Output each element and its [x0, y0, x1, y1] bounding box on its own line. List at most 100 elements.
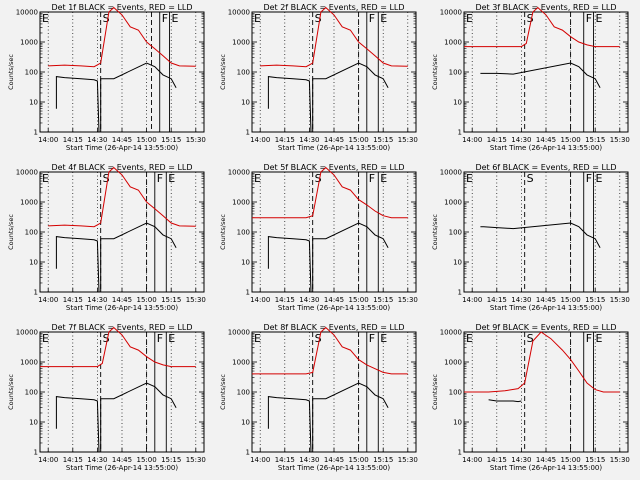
x-tick-label: 15:30 [398, 136, 418, 144]
y-tick-label: 1 [458, 129, 462, 137]
y-tick-label: 10 [453, 419, 462, 427]
panel-title: Det 9f BLACK = Events, RED = LLD [475, 323, 616, 332]
marker-letter: E [42, 332, 49, 345]
panel-6: Det 6f BLACK = Events, RED = LLD Counts/s… [431, 163, 630, 312]
marker-letter: F [369, 172, 375, 185]
y-axis-label: Counts/sec [7, 54, 15, 90]
y-tick-label: 10000 [228, 169, 250, 177]
y-tick-label: 1000 [20, 199, 38, 207]
panel-8: Det 8f BLACK = Events, RED = LLD Counts/s… [219, 323, 418, 472]
x-axis-label: Start Time (26-Apr-14 13:55:00) [66, 304, 178, 312]
events-series-line [480, 62, 601, 88]
y-tick-label: 100 [25, 229, 38, 237]
x-tick-label: 15:00 [349, 296, 369, 304]
y-axis-label: Counts/sec [431, 54, 439, 90]
y-tick-label: 10000 [440, 169, 462, 177]
marker-letter: E [254, 332, 261, 345]
y-tick-label: 10 [29, 259, 38, 267]
x-tick-label: 14:15 [275, 296, 295, 304]
x-tick-label: 15:15 [161, 136, 181, 144]
x-tick-label: 14:00 [462, 136, 482, 144]
marker-letter: E [596, 12, 603, 25]
events-series-line [267, 382, 389, 453]
lld-series-line [252, 166, 408, 219]
x-axis-label: Start Time (26-Apr-14 13:55:00) [278, 464, 390, 472]
marker-letter: E [380, 12, 387, 25]
x-tick-label: 15:30 [186, 136, 206, 144]
y-tick-label: 1 [34, 289, 38, 297]
x-tick-label: 15:00 [561, 296, 581, 304]
marker-letter: S [315, 12, 322, 25]
y-tick-label: 10000 [228, 9, 250, 17]
marker-letter: E [168, 332, 175, 345]
x-axis-label: Start Time (26-Apr-14 13:55:00) [490, 464, 602, 472]
x-tick-label: 14:00 [250, 296, 270, 304]
y-tick-label: 10 [453, 99, 462, 107]
marker-letter: E [254, 172, 261, 185]
panel-1: Det 1f BLACK = Events, RED = LLD Counts/s… [7, 3, 206, 152]
y-tick-label: 10000 [228, 329, 250, 337]
y-tick-label: 10 [29, 419, 38, 427]
y-tick-label: 1000 [444, 199, 462, 207]
y-tick-label: 100 [449, 229, 462, 237]
x-tick-label: 14:30 [299, 456, 319, 464]
x-tick-label: 14:45 [112, 296, 132, 304]
x-tick-label: 14:00 [38, 136, 58, 144]
y-tick-label: 1 [458, 289, 462, 297]
panel-5: Det 5f BLACK = Events, RED = LLD Counts/s… [219, 163, 418, 312]
y-tick-label: 100 [25, 389, 38, 397]
y-tick-label: 100 [237, 389, 250, 397]
panel-title: Det 7f BLACK = Events, RED = LLD [51, 323, 192, 332]
marker-letter: S [527, 172, 534, 185]
marker-letter: S [103, 172, 110, 185]
marker-letter: S [527, 332, 534, 345]
x-tick-label: 14:15 [275, 136, 295, 144]
y-tick-label: 1000 [232, 359, 250, 367]
marker-letter: S [103, 12, 110, 25]
x-tick-label: 14:00 [250, 456, 270, 464]
panel-title: Det 6f BLACK = Events, RED = LLD [475, 163, 616, 172]
x-tick-label: 14:45 [324, 456, 344, 464]
x-tick-label: 15:00 [349, 136, 369, 144]
y-tick-label: 10 [241, 419, 250, 427]
panel-title: Det 1f BLACK = Events, RED = LLD [51, 3, 192, 12]
y-axis-label: Counts/sec [431, 374, 439, 410]
x-tick-label: 15:30 [186, 296, 206, 304]
x-tick-label: 14:30 [511, 296, 531, 304]
marker-letter: S [527, 12, 534, 25]
x-axis-label: Start Time (26-Apr-14 13:55:00) [66, 144, 178, 152]
lld-series-line [40, 326, 196, 368]
x-tick-label: 15:30 [610, 296, 630, 304]
y-axis-label: Counts/sec [219, 214, 227, 250]
x-tick-label: 15:00 [137, 456, 157, 464]
panel-3: Det 3f BLACK = Events, RED = LLD Counts/s… [431, 3, 630, 152]
y-tick-label: 10 [453, 259, 462, 267]
x-axis-label: Start Time (26-Apr-14 13:55:00) [490, 304, 602, 312]
x-tick-label: 14:15 [487, 136, 507, 144]
x-tick-label: 14:15 [275, 456, 295, 464]
lld-series-line [252, 326, 408, 375]
marker-letter: F [369, 332, 375, 345]
y-tick-label: 1000 [444, 359, 462, 367]
panel-7: Det 7f BLACK = Events, RED = LLD Counts/s… [7, 323, 206, 472]
y-tick-label: 100 [449, 389, 462, 397]
y-tick-label: 10 [241, 259, 250, 267]
y-axis-label: Counts/sec [7, 214, 15, 250]
y-tick-label: 1 [246, 129, 250, 137]
events-series-line [267, 222, 389, 293]
x-tick-label: 15:00 [137, 296, 157, 304]
x-tick-label: 14:15 [487, 456, 507, 464]
x-tick-label: 15:30 [398, 296, 418, 304]
y-tick-label: 1 [246, 289, 250, 297]
events-series-line [55, 222, 177, 293]
lld-series-line [48, 166, 196, 228]
y-tick-label: 10000 [440, 9, 462, 17]
x-tick-label: 14:15 [487, 296, 507, 304]
panel-title: Det 5f BLACK = Events, RED = LLD [263, 163, 404, 172]
y-tick-label: 10000 [16, 9, 38, 17]
x-tick-label: 15:30 [398, 456, 418, 464]
marker-letter: E [466, 332, 473, 345]
events-series-line [480, 222, 601, 248]
x-tick-label: 15:15 [585, 136, 605, 144]
